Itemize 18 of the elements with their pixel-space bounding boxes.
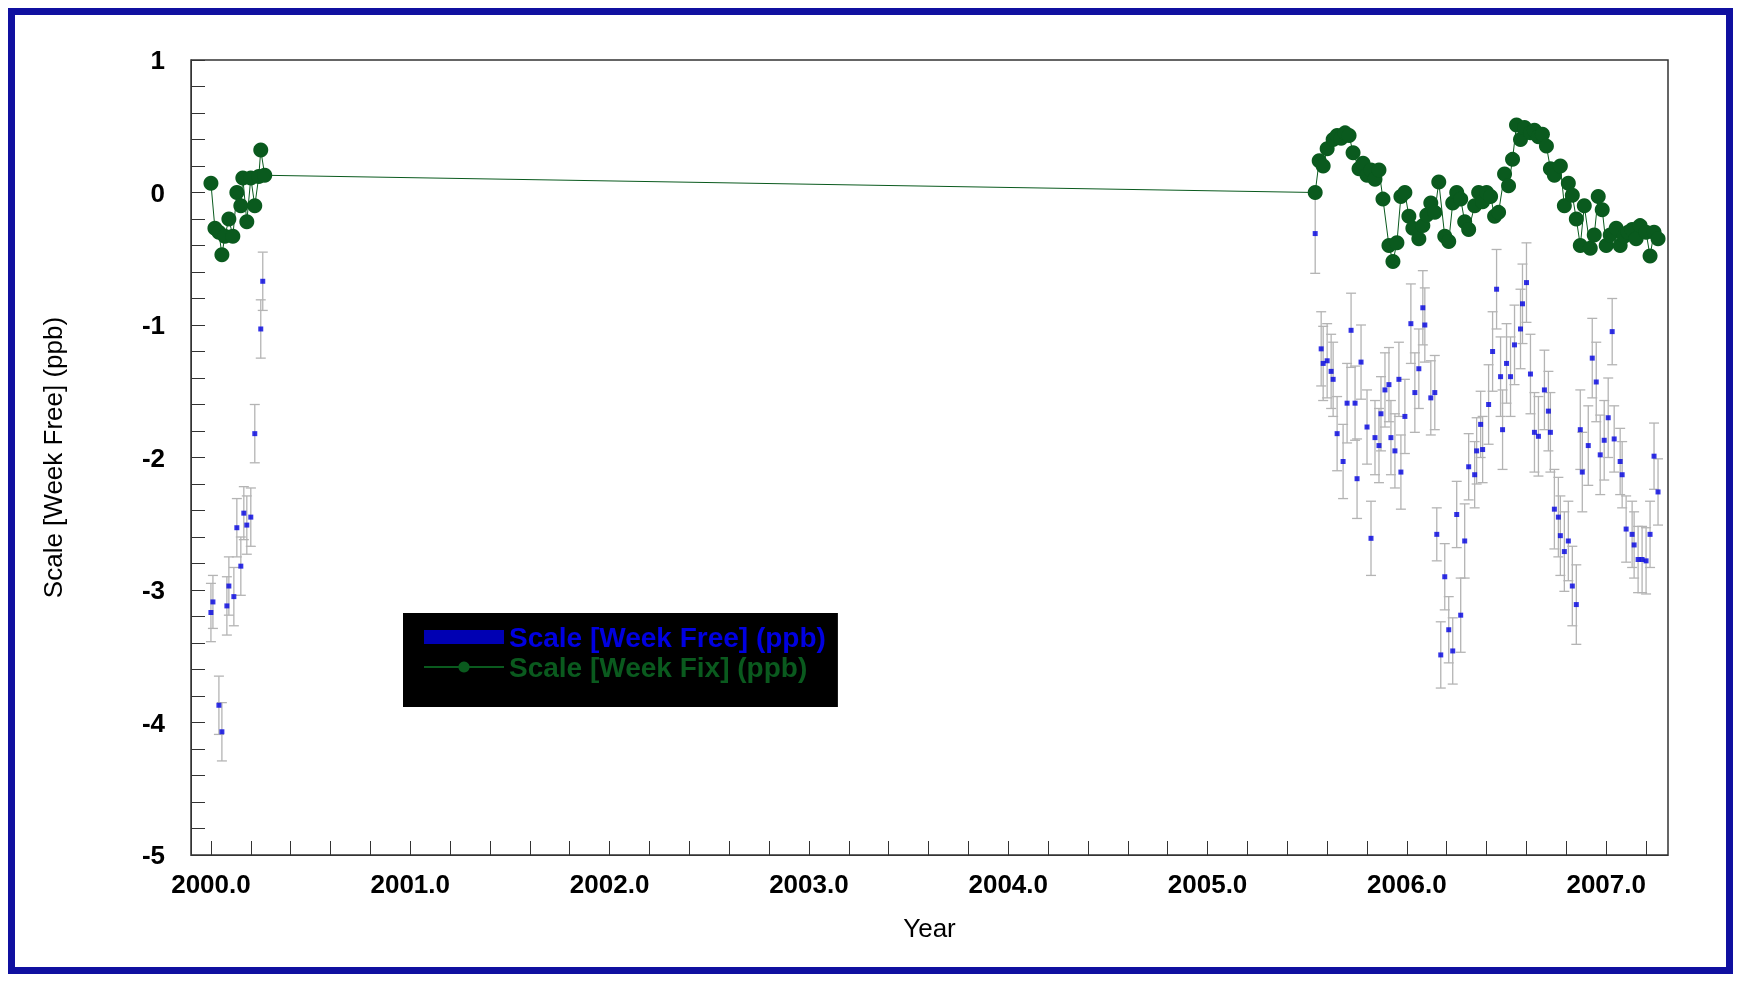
y-tick-label: 1 [150,45,165,75]
y-tick-label: 0 [150,177,165,208]
x-tick-label: 2002.0 [569,869,650,899]
y-tick-label: -4 [141,707,166,738]
legend-label: Scale [Week Free] (ppb) [509,621,826,653]
x-tick-label: 2007.0 [1566,869,1646,899]
x-tick-label: 2004.0 [968,869,1048,899]
x-tick-label: 2003.0 [769,869,849,899]
x-tick-label: 2005.0 [1167,869,1248,899]
x-tick-label: 2001.0 [370,869,451,899]
y-tick-label: -5 [141,840,165,870]
x-tick-label: 2006.0 [1367,869,1447,899]
y-tick-label: -2 [141,442,165,473]
y-tick-label: -1 [141,310,165,340]
y-axis-title: Scale [Week Free] (ppb) [38,316,68,599]
y-tick-label: -3 [141,575,165,605]
x-tick-label: 2000.0 [171,869,251,899]
x-axis-title: Year [903,913,957,943]
